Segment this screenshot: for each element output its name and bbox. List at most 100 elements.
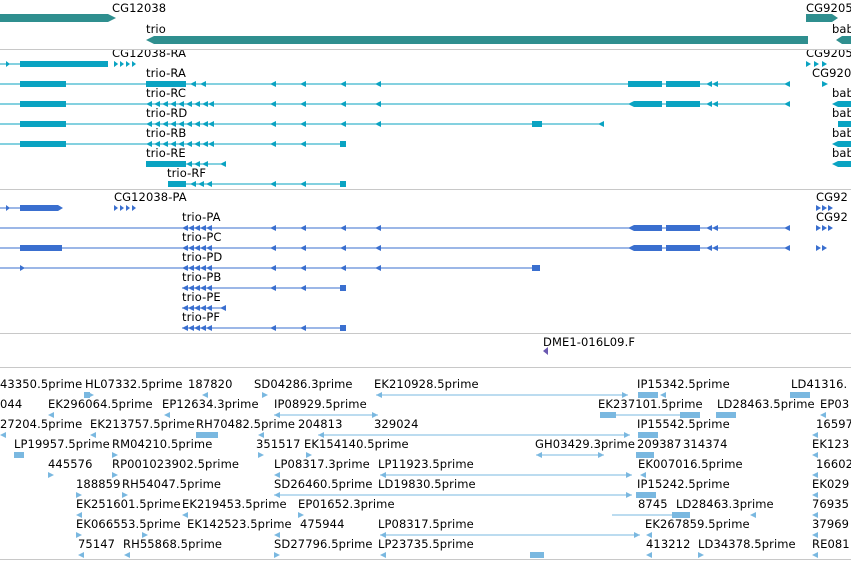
est-label: 16597: [816, 417, 851, 431]
est-label: LD41316.: [791, 377, 848, 391]
est-label: IP15542.5prime: [637, 417, 730, 431]
est-label: LP08317.3prime: [274, 457, 370, 471]
est-label: EK267859.5prime: [645, 517, 750, 531]
cds-trio-pb[interactable]: [182, 285, 346, 291]
est-label: 445576: [48, 457, 93, 471]
est-label: LP19957.5prime: [14, 437, 110, 451]
est-label: RH54047.5prime: [122, 477, 222, 491]
est-label: EK219453.5prime: [182, 497, 287, 511]
transcript-trio-rd[interactable]: [0, 121, 604, 127]
est-label: LD19830.5prime: [378, 477, 476, 491]
est-label: 8745: [638, 497, 668, 511]
track-divider: [0, 189, 851, 190]
cds-track: CG12038-PA CG92 CG92 trio-PA trio-PC tri…: [0, 190, 851, 333]
est-label: 187820: [188, 377, 233, 391]
transcript-label-trio-rb: trio-RB: [146, 126, 187, 140]
gene-cg9205[interactable]: [806, 14, 838, 22]
gene-label-bab: bab: [832, 22, 851, 36]
est-label: 044: [0, 397, 23, 411]
cds-trio-pa[interactable]: [0, 225, 790, 231]
cds-label-trio-pe: trio-PE: [182, 290, 221, 304]
cds-track-glyphs: [0, 205, 833, 331]
est-label: RH70482.5prime: [196, 417, 296, 431]
est-label: 188859: [76, 477, 121, 491]
est-label: EK123: [812, 437, 850, 451]
transcript-label-trio-ra: trio-RA: [146, 66, 186, 80]
transcript-cg9205-ra[interactable]: [806, 61, 827, 67]
transcript-label-trio-rf: trio-RF: [167, 166, 207, 180]
transcript-track: CG12038-RA CG9205 CG920 trio-RA trio-RC …: [0, 50, 851, 190]
est-row-3[interactable]: [0, 432, 818, 438]
transcript-cg12038-ra[interactable]: [0, 61, 136, 67]
transcript-bab-group[interactable]: [832, 101, 851, 167]
est-label: IP15242.5prime: [637, 477, 730, 491]
est-label: EK029: [812, 477, 850, 491]
cds-cg92-a[interactable]: [816, 205, 833, 231]
est-label: IP08929.5prime: [274, 397, 367, 411]
est-label: RE081: [812, 537, 850, 551]
transcript-label-bab-3: bab: [832, 126, 851, 140]
est-label: EK210928.5prime: [374, 377, 479, 391]
cds-trio-pe[interactable]: [182, 305, 226, 311]
est-label: 475944: [300, 517, 345, 531]
transcript-trio-rc[interactable]: [0, 101, 790, 107]
transcript-label-cg12038-ra: CG12038-RA: [112, 50, 187, 60]
est-label: HL07332.5prime: [85, 377, 183, 391]
est-row-8[interactable]: [76, 532, 818, 538]
transcript-label-bab-4: bab: [832, 146, 851, 160]
transcript-label-cg9205: CG9205: [806, 50, 851, 60]
transcript-trio-ra[interactable]: [0, 81, 828, 87]
est-label: LP08317.5prime: [378, 517, 474, 531]
gene-label-cg9205: CG9205: [806, 1, 851, 15]
est-row-7[interactable]: [76, 512, 818, 518]
gene-track: CG12038 CG9205 trio bab: [0, 0, 851, 50]
est-row-4[interactable]: [14, 452, 818, 458]
est-row-1[interactable]: [84, 392, 810, 398]
est-label: 76935: [812, 497, 850, 511]
transcript-label-bab-1: bab: [832, 86, 851, 100]
cds-label-cg92-2: CG92: [816, 210, 848, 224]
est-label: IP15342.5prime: [637, 377, 730, 391]
est-label: EK066553.5prime: [76, 517, 181, 531]
gene-label-cg12038: CG12038: [112, 1, 167, 15]
gene-trio[interactable]: [146, 36, 808, 44]
est-label: EK296064.5prime: [48, 397, 153, 411]
est-label: GH03429.3prime: [535, 437, 636, 451]
est-label: LP23735.5prime: [378, 537, 474, 551]
est-label: LD28463.3prime: [676, 497, 774, 511]
gene-cg12038[interactable]: [0, 14, 116, 22]
est-label: EK142523.5prime: [187, 517, 292, 531]
est-row-9[interactable]: [78, 552, 818, 558]
est-label: LD34378.5prime: [698, 537, 796, 551]
est-label: SD04286.3prime: [254, 377, 353, 391]
clone-dme1-016l09-f[interactable]: [543, 347, 548, 355]
cds-trio-pd[interactable]: [0, 265, 540, 271]
track-divider: [0, 333, 851, 334]
track-divider: [0, 559, 851, 560]
transcript-label-trio-re: trio-RE: [146, 146, 186, 160]
gene-bab[interactable]: [836, 36, 851, 44]
transcript-trio-rf[interactable]: [168, 181, 346, 187]
est-label: LP11923.5prime: [378, 457, 474, 471]
transcript-trio-re[interactable]: [146, 161, 226, 167]
est-row-5[interactable]: [48, 472, 818, 478]
est-label: 204813: [298, 417, 343, 431]
est-label: 16602: [816, 457, 851, 471]
transcript-trio-rb[interactable]: [0, 141, 346, 147]
cds-trio-pf[interactable]: [182, 325, 346, 331]
cds-trio-pc[interactable]: [0, 245, 827, 251]
cds-label-trio-pd: trio-PD: [182, 250, 223, 264]
est-label: 75147: [78, 537, 116, 551]
est-row-2[interactable]: [48, 412, 826, 418]
cds-label-trio-pc: trio-PC: [182, 230, 222, 244]
cds-label-cg92-1: CG92: [816, 190, 848, 204]
est-label: 37969: [812, 517, 850, 531]
est-label: 209387: [637, 437, 682, 451]
est-row-6[interactable]: [76, 492, 818, 498]
cds-cg12038-pa[interactable]: [0, 205, 136, 211]
est-label: 43350.5prime: [0, 377, 83, 391]
est-label: LD28463.5prime: [717, 397, 815, 411]
est-label: SD26460.5prime: [274, 477, 373, 491]
est-label: SD27796.5prime: [274, 537, 373, 551]
